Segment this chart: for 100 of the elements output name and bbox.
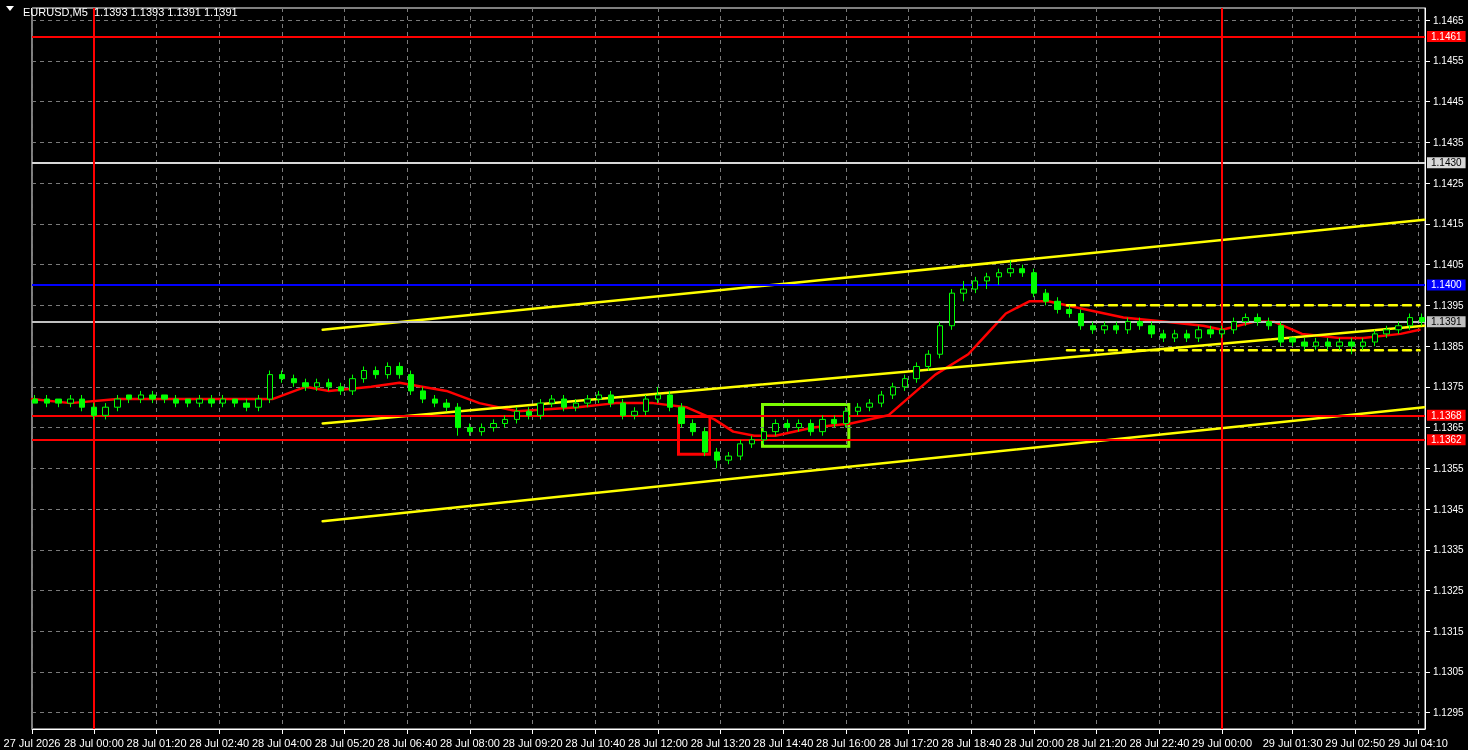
candlestick <box>255 394 262 412</box>
candlestick <box>1360 337 1366 351</box>
y-tick-label: 1.1415 <box>1433 218 1465 230</box>
candlestick <box>890 382 896 400</box>
candlestick <box>960 280 967 302</box>
candlestick <box>149 390 156 404</box>
candlestick <box>784 418 790 433</box>
x-tick-label: 28 Jul 20:00 <box>1004 736 1065 749</box>
candlestick <box>878 390 884 408</box>
candlestick <box>1383 325 1390 339</box>
candlestick <box>373 365 379 380</box>
candlestick <box>1148 321 1155 339</box>
candlestick <box>349 374 356 396</box>
candlestick <box>1078 308 1084 331</box>
candlestick <box>714 447 720 469</box>
candlestick <box>1325 337 1331 351</box>
x-tick-label: 28 Jul 18:40 <box>941 736 1002 749</box>
candlestick <box>490 418 497 433</box>
candlestick <box>1137 317 1143 331</box>
ref-line-label: 1.1362 <box>1431 434 1463 446</box>
x-tick-label: 28 Jul 13:20 <box>690 736 751 749</box>
candlestick <box>1301 337 1308 351</box>
candlestick <box>526 406 532 420</box>
candlestick <box>772 418 779 437</box>
candlestick <box>690 418 696 437</box>
candlestick <box>208 394 215 408</box>
candlestick <box>902 374 908 392</box>
candlestick <box>1172 329 1178 343</box>
ref-line-label: 1.1368 <box>1431 409 1463 421</box>
candlestick <box>1289 337 1296 347</box>
candlestick <box>1254 313 1261 327</box>
candlestick <box>796 418 802 433</box>
candlestick <box>984 272 990 290</box>
candlestick <box>1278 321 1284 347</box>
candlestick <box>1407 313 1413 331</box>
candlestick <box>749 435 755 449</box>
candlestick <box>91 402 97 420</box>
candlestick <box>79 394 85 412</box>
candlestick <box>1007 260 1014 278</box>
candlestick <box>1419 313 1425 327</box>
candlestick <box>866 398 873 412</box>
candlestick <box>702 427 708 457</box>
y-tick-label: 1.1455 <box>1433 55 1465 67</box>
y-tick-label: 1.1435 <box>1433 136 1465 148</box>
candlestick <box>44 394 50 408</box>
candlestick <box>1066 304 1072 319</box>
candlestick <box>1054 296 1061 315</box>
candlestick <box>608 390 614 408</box>
x-tick-label: 28 Jul 00:00 <box>63 736 124 749</box>
candlestick <box>1043 288 1049 306</box>
candlestick <box>67 394 74 408</box>
candlestick <box>1207 325 1214 339</box>
candlestick <box>514 406 520 424</box>
x-tick-label: 28 Jul 22:40 <box>1129 736 1190 749</box>
candlestick <box>114 394 121 412</box>
ref-line-label: 1.1430 <box>1431 157 1463 169</box>
ref-line-label: 1.1461 <box>1431 31 1463 43</box>
candlestick <box>1242 313 1249 327</box>
candlestick <box>819 414 826 437</box>
candlestick <box>655 386 661 404</box>
candlestick <box>1184 329 1190 343</box>
candlestick <box>831 414 837 429</box>
x-tick-label: 28 Jul 02:40 <box>189 736 250 749</box>
x-tick-label: 28 Jul 01:20 <box>126 736 187 749</box>
candlestick <box>467 422 473 437</box>
candlestick <box>1231 317 1237 335</box>
candlestick <box>808 418 814 437</box>
candlestick <box>1219 325 1225 339</box>
x-tick-label: 28 Jul 06:40 <box>377 736 438 749</box>
candlestick <box>725 451 732 465</box>
candlestick <box>126 394 132 404</box>
candlestick <box>420 386 426 404</box>
x-tick-label: 28 Jul 16:00 <box>816 736 876 749</box>
candlestick <box>161 394 168 404</box>
y-tick-label: 1.1425 <box>1433 177 1465 189</box>
candlestick <box>678 402 685 429</box>
x-tick-label: 28 Jul 12:00 <box>628 736 688 749</box>
candlestick <box>596 390 602 404</box>
y-tick-label: 1.1375 <box>1433 381 1465 393</box>
candlestick <box>913 361 920 384</box>
candlestick <box>620 398 626 420</box>
candlestick <box>479 422 485 437</box>
candlestick <box>1372 329 1378 347</box>
y-tick-label: 1.1405 <box>1433 259 1465 271</box>
candlestick <box>220 394 226 408</box>
candlestick <box>173 394 179 408</box>
x-tick-label: 29 Jul 02:50 <box>1325 736 1386 749</box>
x-tick-label: 29 Jul 04:10 <box>1387 736 1448 749</box>
y-tick-label: 1.1305 <box>1433 666 1465 678</box>
x-tick-label: 28 Jul 21:20 <box>1066 736 1127 749</box>
candlestick <box>385 361 391 380</box>
candlestick <box>549 394 555 408</box>
candlestick <box>55 398 62 408</box>
y-tick-label: 1.1315 <box>1433 625 1465 637</box>
candlestick <box>326 378 332 392</box>
candlestick <box>1113 321 1119 335</box>
y-tick-label: 1.1325 <box>1433 585 1465 596</box>
candlestick <box>138 390 144 404</box>
candlestick <box>737 439 743 461</box>
ref-line-label: 1.1391 <box>1431 316 1463 328</box>
